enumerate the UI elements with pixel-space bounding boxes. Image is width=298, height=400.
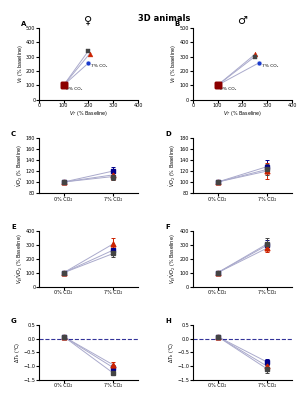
- Text: H: H: [165, 318, 171, 324]
- Y-axis label: $V_E$ (% baseline): $V_E$ (% baseline): [170, 44, 179, 83]
- Text: 3D animals: 3D animals: [138, 14, 190, 23]
- Y-axis label: $V_E/\dot{V}O_2$ (% Baseline): $V_E/\dot{V}O_2$ (% Baseline): [14, 234, 24, 284]
- Y-axis label: $\Delta T_b$ (°C): $\Delta T_b$ (°C): [167, 342, 176, 363]
- Text: B: B: [175, 20, 180, 26]
- Text: 7% CO₂: 7% CO₂: [262, 64, 278, 68]
- Text: 7% CO₂: 7% CO₂: [91, 64, 107, 68]
- Y-axis label: $\dot{V}O_2$ (% Baseline): $\dot{V}O_2$ (% Baseline): [14, 144, 24, 187]
- Text: D: D: [165, 131, 171, 137]
- Text: 0% CO₂: 0% CO₂: [66, 87, 82, 91]
- Y-axis label: $V_E/\dot{V}O_2$ (% Baseline): $V_E/\dot{V}O_2$ (% Baseline): [168, 234, 179, 284]
- Text: 0% CO₂: 0% CO₂: [220, 87, 236, 91]
- X-axis label: $V_T$ (% Baseline): $V_T$ (% Baseline): [223, 110, 262, 118]
- Text: G: G: [11, 318, 17, 324]
- Title: ♀: ♀: [84, 16, 92, 26]
- Text: A: A: [21, 20, 26, 26]
- Y-axis label: $V_E$ (% baseline): $V_E$ (% baseline): [15, 44, 24, 83]
- Title: ♂: ♂: [238, 16, 247, 26]
- Text: C: C: [11, 131, 16, 137]
- Y-axis label: $\Delta T_b$ (°C): $\Delta T_b$ (°C): [13, 342, 22, 363]
- X-axis label: $V_T$ (% Baseline): $V_T$ (% Baseline): [69, 110, 108, 118]
- Text: F: F: [165, 224, 170, 230]
- Y-axis label: $\dot{V}O_2$ (% Baseline): $\dot{V}O_2$ (% Baseline): [168, 144, 179, 187]
- Text: E: E: [11, 224, 16, 230]
